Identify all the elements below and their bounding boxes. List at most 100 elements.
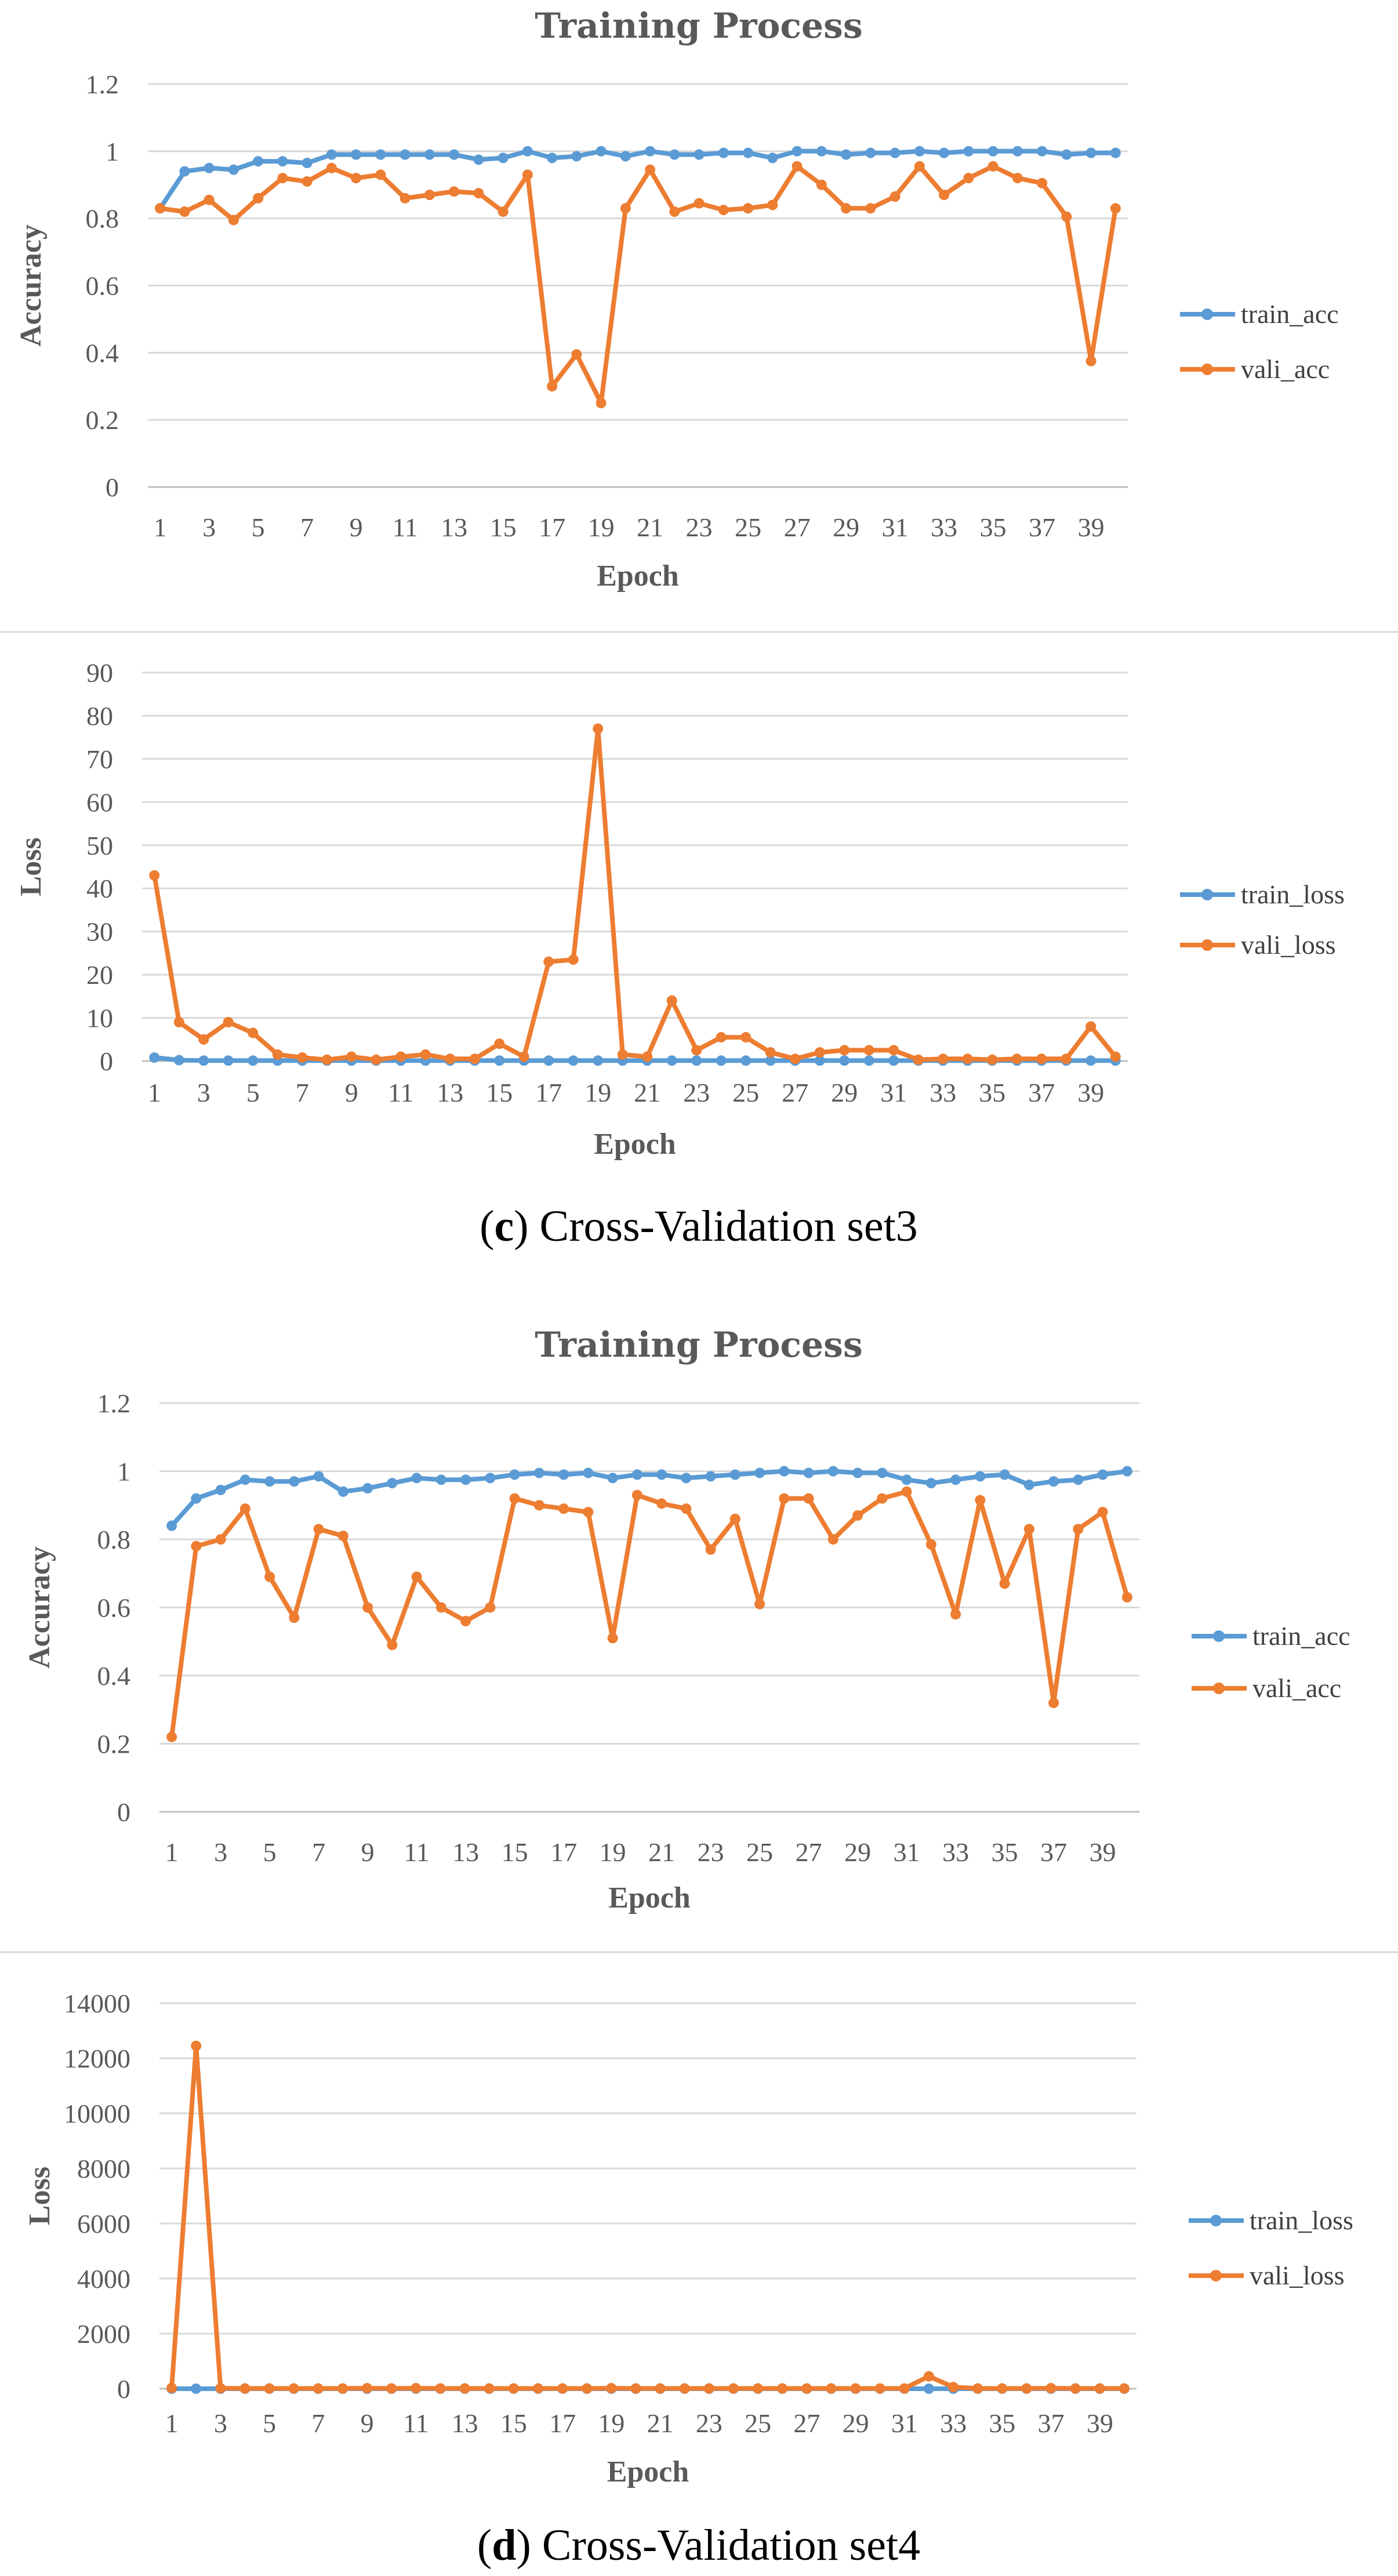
data-point-vali_loss bbox=[913, 1054, 924, 1065]
x-tick-label: 5 bbox=[252, 513, 265, 542]
x-tick-label: 23 bbox=[683, 1078, 710, 1107]
y-tick-label: 0.8 bbox=[86, 204, 119, 234]
data-point-vali_acc bbox=[827, 1534, 838, 1545]
x-tick-label: 37 bbox=[1029, 513, 1055, 542]
data-point-train_acc bbox=[362, 1483, 373, 1494]
y-tick-label: 0.6 bbox=[97, 1593, 131, 1623]
data-point-train_acc bbox=[411, 1473, 422, 1484]
data-point-vali_loss bbox=[938, 1053, 949, 1064]
data-point-vali_loss bbox=[346, 1051, 357, 1062]
data-point-vali_loss bbox=[166, 2382, 177, 2393]
data-point-train_acc bbox=[253, 156, 264, 167]
data-point-vali_acc bbox=[583, 1507, 594, 1517]
x-tick-label: 33 bbox=[942, 1837, 969, 1867]
data-point-vali_acc bbox=[460, 1616, 471, 1626]
data-point-train_acc bbox=[449, 149, 460, 160]
data-point-train_acc bbox=[1085, 147, 1096, 158]
data-point-train_acc bbox=[558, 1469, 569, 1480]
x-tick-label: 9 bbox=[361, 1837, 375, 1867]
data-point-vali_loss bbox=[790, 1053, 801, 1064]
y-axis-label: Accuracy bbox=[23, 1546, 56, 1669]
data-point-train_loss bbox=[863, 1055, 874, 1066]
data-point-train_acc bbox=[1012, 146, 1023, 157]
data-point-train_acc bbox=[387, 1478, 398, 1489]
x-tick-label: 31 bbox=[882, 513, 909, 542]
data-point-vali_loss bbox=[494, 1038, 505, 1049]
data-point-vali_loss bbox=[191, 2040, 202, 2051]
data-point-vali_loss bbox=[617, 1049, 628, 1060]
data-point-train_acc bbox=[424, 149, 435, 160]
x-tick-label: 1 bbox=[154, 513, 167, 542]
y-tick-label: 14000 bbox=[64, 1989, 130, 2018]
x-tick-label: 23 bbox=[696, 2408, 722, 2438]
x-axis-label: Epoch bbox=[594, 1128, 676, 1161]
data-point-train_acc bbox=[1121, 1466, 1132, 1477]
data-point-vali_acc bbox=[705, 1544, 716, 1555]
data-point-vali_acc bbox=[816, 179, 827, 190]
data-point-train_loss bbox=[191, 2383, 202, 2394]
x-tick-label: 11 bbox=[388, 1078, 413, 1107]
data-point-train_acc bbox=[950, 1474, 961, 1485]
y-tick-label: 50 bbox=[86, 831, 113, 860]
data-point-vali_loss bbox=[740, 1032, 751, 1043]
data-point-train_acc bbox=[816, 146, 827, 157]
data-point-vali_loss bbox=[1070, 2383, 1081, 2394]
legend-label-train_loss: train_loss bbox=[1241, 880, 1345, 909]
data-point-vali_loss bbox=[801, 2383, 812, 2394]
data-point-train_acc bbox=[166, 1520, 177, 1531]
data-point-vali_loss bbox=[839, 1045, 850, 1056]
legend-marker-vali_loss bbox=[1210, 2270, 1222, 2281]
data-point-train_acc bbox=[914, 146, 925, 157]
data-point-vali_acc bbox=[729, 1513, 740, 1524]
data-point-train_loss bbox=[494, 1055, 505, 1066]
data-point-vali_acc bbox=[877, 1493, 888, 1504]
x-tick-label: 39 bbox=[1090, 1837, 1116, 1867]
x-tick-label: 23 bbox=[698, 1837, 724, 1867]
data-point-vali_loss bbox=[469, 1053, 480, 1064]
data-point-vali_acc bbox=[914, 161, 925, 172]
data-point-train_acc bbox=[901, 1474, 912, 1485]
data-point-train_loss bbox=[888, 1055, 899, 1066]
data-point-vali_acc bbox=[743, 203, 754, 214]
x-tick-label: 19 bbox=[584, 1078, 611, 1107]
data-point-vali_acc bbox=[522, 169, 533, 180]
data-point-vali_acc bbox=[779, 1493, 790, 1504]
data-point-vali_acc bbox=[1023, 1524, 1034, 1535]
y-tick-label: 4000 bbox=[77, 2264, 130, 2294]
data-point-train_acc bbox=[841, 149, 852, 160]
data-point-train_acc bbox=[1110, 147, 1121, 158]
y-tick-label: 30 bbox=[86, 917, 113, 947]
x-tick-label: 19 bbox=[588, 513, 615, 542]
data-point-train_acc bbox=[375, 149, 386, 160]
y-tick-label: 8000 bbox=[77, 2154, 130, 2183]
data-point-vali_acc bbox=[424, 190, 435, 201]
data-point-vali_acc bbox=[166, 1731, 177, 1742]
data-point-train_acc bbox=[705, 1471, 716, 1482]
data-point-vali_loss bbox=[582, 2383, 593, 2394]
data-point-train_loss bbox=[740, 1055, 751, 1066]
data-point-vali_loss bbox=[753, 2383, 764, 2394]
y-axis-label: Loss bbox=[23, 2167, 56, 2225]
data-point-train_acc bbox=[435, 1474, 446, 1485]
legend-label-vali_acc: vali_acc bbox=[1252, 1673, 1341, 1703]
data-point-vali_loss bbox=[215, 2383, 226, 2394]
data-point-train_loss bbox=[248, 1055, 259, 1066]
x-tick-label: 15 bbox=[500, 2408, 527, 2438]
data-point-vali_acc bbox=[239, 1503, 250, 1514]
data-point-train_acc bbox=[889, 147, 900, 158]
x-tick-label: 1 bbox=[165, 2408, 179, 2438]
series-line-train_acc bbox=[170, 1469, 1128, 1528]
data-point-vali_loss bbox=[337, 2383, 348, 2394]
data-point-vali_acc bbox=[558, 1503, 569, 1514]
x-tick-label: 3 bbox=[202, 513, 216, 542]
data-point-train_acc bbox=[1048, 1476, 1059, 1487]
y-tick-label: 1.2 bbox=[97, 1389, 131, 1418]
data-point-train_acc bbox=[583, 1467, 594, 1478]
data-point-train_acc bbox=[571, 151, 582, 162]
y-axis-label: Accuracy bbox=[14, 224, 48, 347]
data-point-vali_loss bbox=[272, 1049, 283, 1060]
data-point-vali_acc bbox=[204, 194, 215, 205]
legend-marker-train_acc bbox=[1213, 1630, 1225, 1642]
data-point-vali_loss bbox=[411, 2383, 422, 2394]
